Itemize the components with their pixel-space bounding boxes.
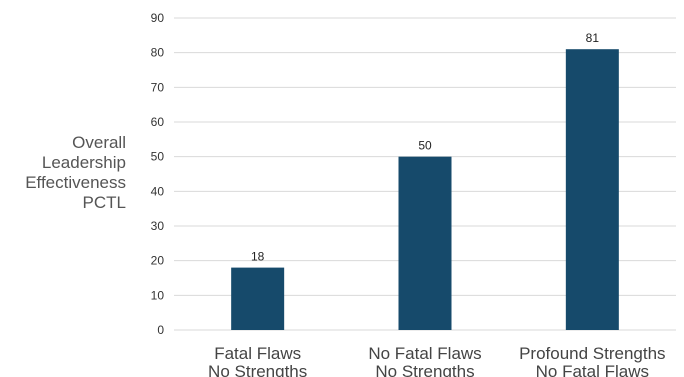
bar — [398, 156, 452, 330]
y-tick-label: 70 — [151, 80, 165, 94]
y-tick-label: 0 — [157, 323, 164, 337]
y-axis-label-line: Leadership — [42, 153, 126, 172]
x-category-label: No Fatal Flaws — [536, 362, 649, 377]
y-tick-label: 20 — [151, 254, 165, 268]
y-tick-label: 30 — [151, 219, 165, 233]
y-axis-label-line: Effectiveness — [25, 173, 126, 192]
bar — [565, 49, 619, 330]
y-tick-label: 40 — [151, 184, 165, 198]
data-label: 81 — [586, 31, 600, 45]
y-tick-label: 60 — [151, 115, 165, 129]
y-tick-label: 90 — [151, 11, 165, 25]
y-axis-label: Overall Leadership Effectiveness PCTL — [25, 133, 126, 212]
data-labels: 18 50 81 — [251, 31, 599, 263]
y-tick-label: 50 — [151, 150, 165, 164]
x-category-label: No Fatal Flaws — [368, 344, 481, 363]
y-tick-label: 80 — [151, 46, 165, 60]
bar — [231, 267, 285, 330]
x-category-label: Fatal Flaws — [214, 344, 301, 363]
x-category-label: Profound Strengths — [519, 344, 665, 363]
y-axis-label-line: PCTL — [83, 193, 126, 212]
y-axis-ticks: 0 10 20 30 40 50 60 70 80 90 — [151, 11, 165, 337]
x-category-label: No Strengths — [375, 362, 474, 377]
x-category-label: No Strengths — [208, 362, 307, 377]
data-label: 18 — [251, 250, 265, 264]
bars — [231, 49, 619, 330]
y-axis-label-line: Overall — [72, 133, 126, 152]
y-tick-label: 10 — [151, 288, 165, 302]
data-label: 50 — [418, 139, 432, 153]
